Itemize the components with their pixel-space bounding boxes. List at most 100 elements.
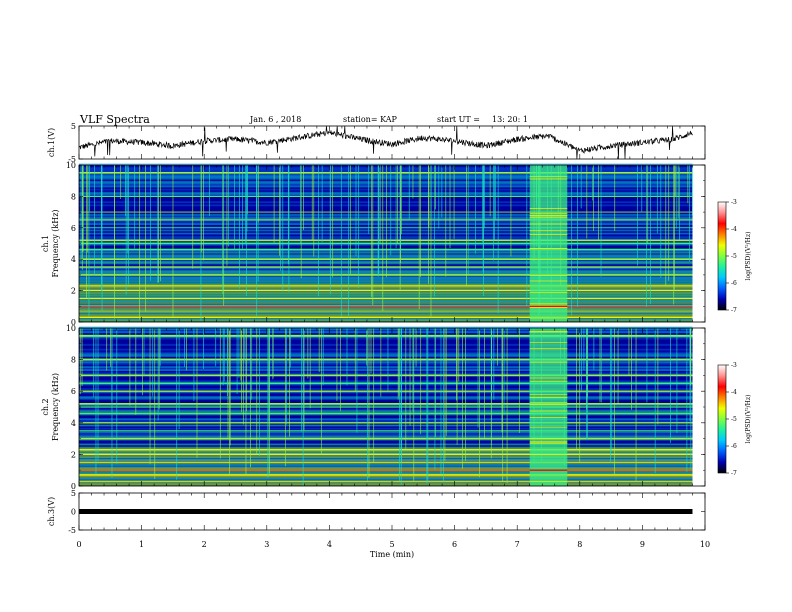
freq-band [79,169,693,172]
freq-band [79,193,693,196]
freq-band [79,235,693,238]
freq-band [79,482,693,485]
y-tick-label: 5 [71,489,76,498]
freq-band [79,476,693,479]
freq-band [79,414,693,417]
colorbar-tick-label: -4 [731,389,737,396]
x-tick-label: 3 [264,540,269,549]
freq-band [79,454,693,457]
freq-band [79,462,693,465]
freq-band [79,481,693,484]
freq-band [79,471,693,474]
freq-band [79,372,693,375]
colorbar-label: log(PSD)(V²/Hz) [745,232,752,281]
freq-band [79,474,693,477]
panels: 5 -5 ch.1(V) -3 -4 -5 -6 -7 log(PSD)(V²/Hz) 0 2 4 6 8… [41,122,752,535]
freq-band [79,196,693,199]
freq-band [79,175,693,178]
freq-band [79,400,693,403]
colorbar-tick-label: -3 [731,199,737,206]
ch1-waveform: 5 -5 ch.1(V) [47,122,706,164]
freq-band [79,378,693,381]
y-axis-label: Frequency (kHz) [51,373,60,441]
y-axis-label: Frequency (kHz) [51,209,60,277]
freq-band [79,419,693,422]
x-tick-label: 10 [700,540,710,549]
freq-band [79,212,693,215]
freq-band [79,182,693,185]
freq-band [79,432,693,435]
freq-band [79,351,693,354]
freq-band [79,290,693,293]
y-tick-label: 2 [71,287,76,296]
freq-band [79,356,693,359]
y-tick-label: 6 [71,224,76,233]
freq-band [79,331,693,334]
freq-band [79,465,693,468]
freq-band [79,441,693,444]
y-tick-label: -5 [68,526,76,535]
freq-band [79,455,693,458]
freq-band [79,424,693,427]
freq-band [79,219,693,222]
chart-title: VLF Spectra [80,113,150,126]
freq-band [79,251,693,254]
freq-band [79,427,693,430]
x-tick-label: 8 [577,540,582,549]
freq-band [79,335,693,338]
freq-band [79,403,693,406]
freq-band [79,186,693,189]
freq-band [79,223,693,226]
y-tick-label: 10 [66,161,76,170]
y-tick-label: 10 [66,324,76,333]
freq-band [79,405,693,408]
freq-band [79,224,693,227]
freq-band [79,262,693,265]
freq-band [79,348,693,351]
y-tick-label: 2 [71,450,76,459]
freq-band [79,287,693,290]
y-axis-label: ch.1(V) [47,128,56,157]
freq-band [79,384,693,387]
freq-band [79,425,693,428]
freq-band [79,460,693,463]
y-tick-label: 0 [71,508,76,517]
freq-band [79,343,693,346]
freq-band [79,408,693,411]
y-tick-label: 4 [71,255,76,264]
date-label: Jan. 6 , 2018 [250,115,302,124]
freq-band [79,345,693,348]
freq-band [79,435,693,438]
freq-band [79,306,693,309]
freq-band [79,470,693,473]
freq-band [79,246,693,249]
freq-band [79,254,693,257]
freq-band [79,388,693,391]
freq-band [79,484,693,487]
freq-band [79,429,693,432]
freq-band [79,199,693,202]
freq-band [79,318,693,321]
freq-band [79,440,693,443]
freq-band [79,295,693,298]
freq-band [79,201,693,204]
freq-band [79,163,693,166]
x-tick-label: 5 [389,540,394,549]
freq-band [79,369,693,372]
freq-band [79,204,693,207]
y-axis-label: ch.2 [41,398,50,415]
freq-band [79,278,693,281]
freq-band [79,263,693,266]
colorbar-label: log(PSD)(V²/Hz) [745,395,752,444]
freq-band [79,478,693,481]
freq-band [79,365,693,368]
freq-band [79,185,693,188]
y-tick-label: 8 [71,192,76,201]
freq-band [79,165,693,167]
freq-band [79,213,693,216]
freq-band [79,457,693,460]
colorbar-tick-label: -7 [731,307,737,314]
freq-band [79,416,693,419]
colorbar-tick-label: -7 [731,470,737,477]
